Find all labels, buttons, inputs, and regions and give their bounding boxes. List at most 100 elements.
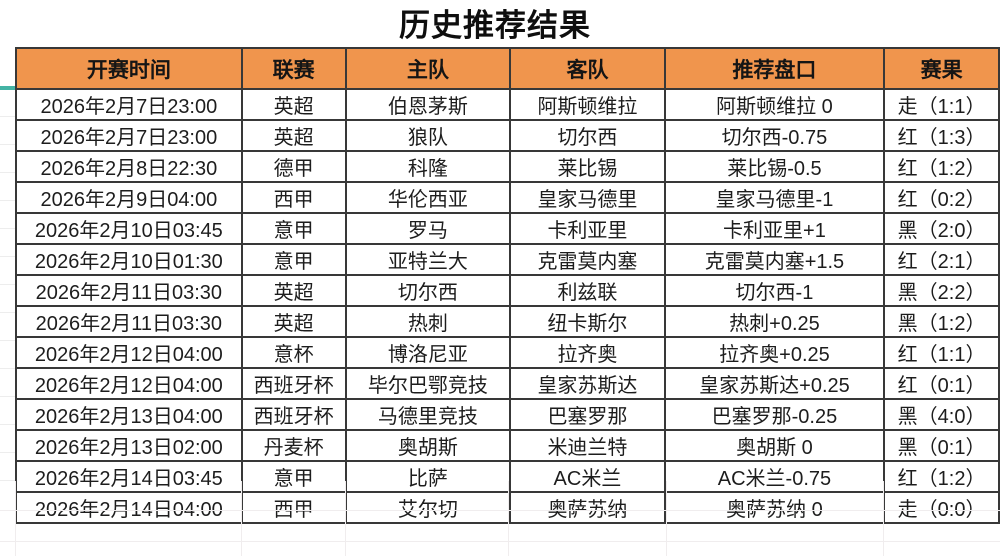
cell-home[interactable]: 艾尔切 xyxy=(344,491,512,524)
cell-away[interactable]: 克雷莫内塞 xyxy=(509,243,666,276)
cell-away[interactable]: AC米兰 xyxy=(509,460,666,493)
cell-home[interactable]: 狼队 xyxy=(344,119,512,152)
cell-home[interactable]: 毕尔巴鄂竞技 xyxy=(344,367,512,400)
cell-time[interactable]: 2026年2月11日03:30 xyxy=(15,274,243,307)
cell-time[interactable]: 2026年2月11日03:30 xyxy=(15,305,243,338)
cell-league[interactable]: 丹麦杯 xyxy=(240,429,347,462)
column-header-time[interactable]: 开赛时间 xyxy=(15,47,243,90)
cell-time[interactable]: 2026年2月14日04:00 xyxy=(15,491,243,524)
cell-result[interactable]: 黑（4:0） xyxy=(883,398,1000,431)
cell-away[interactable]: 阿斯顿维拉 xyxy=(509,88,666,121)
cell-handicap[interactable]: AC米兰-0.75 xyxy=(663,460,886,493)
cell-league[interactable]: 西班牙杯 xyxy=(240,398,347,431)
cell-result[interactable]: 走（1:1） xyxy=(883,88,1000,121)
cell-league[interactable]: 意甲 xyxy=(240,460,347,493)
cell-result[interactable]: 走（0:0） xyxy=(883,491,1000,524)
cell-handicap[interactable]: 卡利亚里+1 xyxy=(663,212,886,245)
cell-handicap[interactable]: 切尔西-1 xyxy=(663,274,886,307)
cell-time[interactable]: 2026年2月8日22:30 xyxy=(15,150,243,183)
cell-away[interactable]: 米迪兰特 xyxy=(509,429,666,462)
cell-league[interactable]: 西甲 xyxy=(240,181,347,214)
cell-home[interactable]: 比萨 xyxy=(344,460,512,493)
results-table: 开赛时间 联赛 主队 客队 推荐盘口 赛果 2026年2月7日23:00 英超 伯恩… xyxy=(15,47,1000,524)
cell-league[interactable]: 英超 xyxy=(240,88,347,121)
cell-away[interactable]: 皇家苏斯达 xyxy=(509,367,666,400)
cell-handicap[interactable]: 奥胡斯 0 xyxy=(663,429,886,462)
column-header-league[interactable]: 联赛 xyxy=(240,47,347,90)
cell-league[interactable]: 英超 xyxy=(240,274,347,307)
cell-home[interactable]: 奥胡斯 xyxy=(344,429,512,462)
cell-away[interactable]: 利兹联 xyxy=(509,274,666,307)
sheet-title: 历史推荐结果 xyxy=(399,8,591,43)
cell-result[interactable]: 黑（0:1） xyxy=(883,429,1000,462)
cell-result[interactable]: 黑（2:2） xyxy=(883,274,1000,307)
cell-away[interactable]: 巴塞罗那 xyxy=(509,398,666,431)
cell-time[interactable]: 2026年2月7日23:00 xyxy=(15,119,243,152)
cell-result[interactable]: 红（1:3） xyxy=(883,119,1000,152)
cell-league[interactable]: 意甲 xyxy=(240,243,347,276)
column-header-home[interactable]: 主队 xyxy=(344,47,512,90)
cell-home[interactable]: 热刺 xyxy=(344,305,512,338)
cell-home[interactable]: 华伦西亚 xyxy=(344,181,512,214)
cell-handicap[interactable]: 皇家苏斯达+0.25 xyxy=(663,367,886,400)
cell-away[interactable]: 奥萨苏纳 xyxy=(509,491,666,524)
cell-time[interactable]: 2026年2月12日04:00 xyxy=(15,336,243,369)
cell-away[interactable]: 切尔西 xyxy=(509,119,666,152)
cell-time[interactable]: 2026年2月14日03:45 xyxy=(15,460,243,493)
table-row: 2026年2月10日01:30 意甲 亚特兰大 克雷莫内塞 克雷莫内塞+1.5 红（2:1… xyxy=(15,243,1000,276)
cell-handicap[interactable]: 奥萨苏纳 0 xyxy=(663,491,886,524)
cell-league[interactable]: 英超 xyxy=(240,305,347,338)
cell-home[interactable]: 伯恩茅斯 xyxy=(344,88,512,121)
cell-handicap[interactable]: 莱比锡-0.5 xyxy=(663,150,886,183)
cell-result[interactable]: 黑（2:0） xyxy=(883,212,1000,245)
cell-time[interactable]: 2026年2月7日23:00 xyxy=(15,88,243,121)
cell-result[interactable]: 红（0:2） xyxy=(883,181,1000,214)
cell-handicap[interactable]: 切尔西-0.75 xyxy=(663,119,886,152)
cell-handicap[interactable]: 阿斯顿维拉 0 xyxy=(663,88,886,121)
table-row: 2026年2月8日22:30 德甲 科隆 莱比锡 莱比锡-0.5 红（1:2） xyxy=(15,150,1000,183)
table-row: 2026年2月7日23:00 英超 伯恩茅斯 阿斯顿维拉 阿斯顿维拉 0 走（1:1） xyxy=(15,88,1000,121)
column-header-away[interactable]: 客队 xyxy=(509,47,666,90)
cell-league[interactable]: 西甲 xyxy=(240,491,347,524)
cell-time[interactable]: 2026年2月12日04:00 xyxy=(15,367,243,400)
gridline xyxy=(241,481,242,556)
cell-league[interactable]: 德甲 xyxy=(240,150,347,183)
cell-away[interactable]: 拉齐奥 xyxy=(509,336,666,369)
cell-away[interactable]: 卡利亚里 xyxy=(509,212,666,245)
cell-result[interactable]: 红（2:1） xyxy=(883,243,1000,276)
cell-away[interactable]: 皇家马德里 xyxy=(509,181,666,214)
cell-home[interactable]: 切尔西 xyxy=(344,274,512,307)
cell-result[interactable]: 黑（1:2） xyxy=(883,305,1000,338)
table-row: 2026年2月11日03:30 英超 热刺 纽卡斯尔 热刺+0.25 黑（1:2） xyxy=(15,305,1000,338)
cell-handicap[interactable]: 巴塞罗那-0.25 xyxy=(663,398,886,431)
cell-league[interactable]: 英超 xyxy=(240,119,347,152)
column-header-handicap[interactable]: 推荐盘口 xyxy=(663,47,886,90)
cell-result[interactable]: 红（1:1） xyxy=(883,336,1000,369)
cell-result[interactable]: 红（0:1） xyxy=(883,367,1000,400)
table-row: 2026年2月13日02:00 丹麦杯 奥胡斯 米迪兰特 奥胡斯 0 黑（0:1） xyxy=(15,429,1000,462)
cell-result[interactable]: 红（1:2） xyxy=(883,460,1000,493)
cell-time[interactable]: 2026年2月9日04:00 xyxy=(15,181,243,214)
cell-home[interactable]: 罗马 xyxy=(344,212,512,245)
cell-time[interactable]: 2026年2月13日02:00 xyxy=(15,429,243,462)
cell-time[interactable]: 2026年2月10日03:45 xyxy=(15,212,243,245)
cell-time[interactable]: 2026年2月13日04:00 xyxy=(15,398,243,431)
gridline xyxy=(666,481,667,556)
cell-handicap[interactable]: 皇家马德里-1 xyxy=(663,181,886,214)
cell-league[interactable]: 意甲 xyxy=(240,212,347,245)
cell-away[interactable]: 纽卡斯尔 xyxy=(509,305,666,338)
cell-away[interactable]: 莱比锡 xyxy=(509,150,666,183)
table-row: 2026年2月13日04:00 西班牙杯 马德里竞技 巴塞罗那 巴塞罗那-0.25 黑（4… xyxy=(15,398,1000,431)
cell-handicap[interactable]: 拉齐奥+0.25 xyxy=(663,336,886,369)
cell-home[interactable]: 科隆 xyxy=(344,150,512,183)
cell-league[interactable]: 西班牙杯 xyxy=(240,367,347,400)
cell-result[interactable]: 红（1:2） xyxy=(883,150,1000,183)
column-header-result[interactable]: 赛果 xyxy=(883,47,1000,90)
cell-home[interactable]: 博洛尼亚 xyxy=(344,336,512,369)
cell-home[interactable]: 亚特兰大 xyxy=(344,243,512,276)
cell-time[interactable]: 2026年2月10日01:30 xyxy=(15,243,243,276)
cell-home[interactable]: 马德里竞技 xyxy=(344,398,512,431)
cell-handicap[interactable]: 克雷莫内塞+1.5 xyxy=(663,243,886,276)
cell-handicap[interactable]: 热刺+0.25 xyxy=(663,305,886,338)
cell-league[interactable]: 意杯 xyxy=(240,336,347,369)
